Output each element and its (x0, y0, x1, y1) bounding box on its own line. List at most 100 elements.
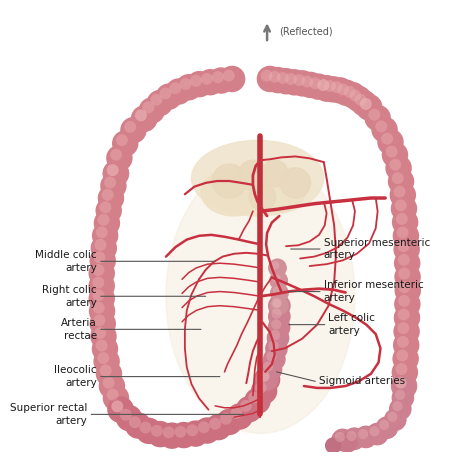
Circle shape (169, 82, 181, 94)
Circle shape (90, 311, 116, 337)
Circle shape (268, 294, 291, 317)
Circle shape (102, 189, 114, 201)
Circle shape (366, 423, 389, 445)
Circle shape (395, 377, 407, 389)
Circle shape (344, 86, 356, 98)
Circle shape (249, 184, 275, 210)
Circle shape (91, 235, 117, 261)
Circle shape (138, 97, 165, 124)
Circle shape (108, 397, 134, 423)
Circle shape (238, 160, 268, 191)
Circle shape (227, 403, 253, 430)
Circle shape (111, 400, 123, 412)
Circle shape (375, 120, 387, 133)
Circle shape (100, 365, 112, 376)
Circle shape (392, 359, 418, 385)
Circle shape (261, 160, 288, 186)
Circle shape (349, 90, 361, 101)
Circle shape (394, 291, 420, 318)
Circle shape (197, 69, 223, 95)
Circle shape (386, 146, 398, 158)
Circle shape (265, 337, 288, 360)
Circle shape (131, 106, 157, 132)
Circle shape (107, 389, 118, 400)
Circle shape (267, 326, 289, 349)
Circle shape (93, 348, 120, 375)
Circle shape (356, 94, 383, 120)
Circle shape (396, 378, 406, 388)
Text: Sigmoid arteries: Sigmoid arteries (319, 376, 405, 386)
Circle shape (335, 432, 345, 442)
Circle shape (392, 345, 419, 372)
Circle shape (96, 360, 122, 387)
Circle shape (270, 296, 289, 315)
Circle shape (310, 77, 321, 89)
Circle shape (92, 336, 118, 362)
Circle shape (393, 236, 420, 263)
Circle shape (301, 76, 313, 87)
Circle shape (103, 377, 115, 389)
Text: (Reflected): (Reflected) (279, 26, 333, 36)
Circle shape (398, 254, 410, 266)
Circle shape (92, 277, 104, 289)
Circle shape (268, 341, 279, 351)
Circle shape (266, 351, 277, 361)
Circle shape (90, 247, 116, 274)
Circle shape (268, 259, 287, 278)
Circle shape (155, 83, 182, 110)
Circle shape (394, 305, 420, 331)
Circle shape (313, 75, 340, 102)
Circle shape (159, 422, 185, 449)
Circle shape (281, 69, 308, 95)
Circle shape (97, 352, 109, 364)
Circle shape (182, 420, 209, 447)
Circle shape (390, 182, 416, 208)
Text: Middle colic
artery: Middle colic artery (36, 250, 97, 272)
Circle shape (89, 298, 115, 325)
Circle shape (135, 109, 147, 121)
Circle shape (392, 401, 402, 411)
Circle shape (396, 350, 408, 361)
Circle shape (273, 286, 281, 295)
Circle shape (395, 390, 405, 400)
Circle shape (208, 67, 235, 94)
Circle shape (393, 186, 405, 198)
Text: Left colic
artery: Left colic artery (328, 313, 375, 336)
Circle shape (385, 155, 412, 181)
Circle shape (112, 130, 138, 157)
Circle shape (248, 392, 260, 404)
Circle shape (103, 160, 129, 186)
Circle shape (269, 271, 288, 290)
Circle shape (256, 368, 278, 391)
Circle shape (273, 68, 300, 94)
Circle shape (393, 375, 415, 398)
Circle shape (89, 260, 115, 286)
Circle shape (395, 199, 407, 211)
Circle shape (270, 330, 280, 340)
Circle shape (92, 222, 118, 249)
Circle shape (351, 90, 377, 116)
Circle shape (104, 177, 116, 188)
Circle shape (337, 84, 349, 95)
Circle shape (107, 164, 118, 176)
Circle shape (338, 433, 357, 452)
Circle shape (263, 361, 273, 372)
Circle shape (110, 149, 122, 161)
Circle shape (384, 408, 407, 431)
Circle shape (255, 382, 267, 393)
Circle shape (93, 314, 105, 326)
Circle shape (388, 168, 414, 195)
Circle shape (377, 129, 404, 155)
Circle shape (95, 197, 122, 224)
Circle shape (391, 373, 417, 399)
Circle shape (389, 398, 411, 420)
Circle shape (293, 74, 305, 86)
Circle shape (219, 66, 246, 92)
Circle shape (271, 261, 279, 270)
Circle shape (163, 426, 174, 438)
Circle shape (106, 145, 133, 171)
Circle shape (297, 72, 324, 98)
Circle shape (271, 319, 282, 330)
Ellipse shape (191, 140, 324, 216)
Circle shape (396, 363, 408, 375)
